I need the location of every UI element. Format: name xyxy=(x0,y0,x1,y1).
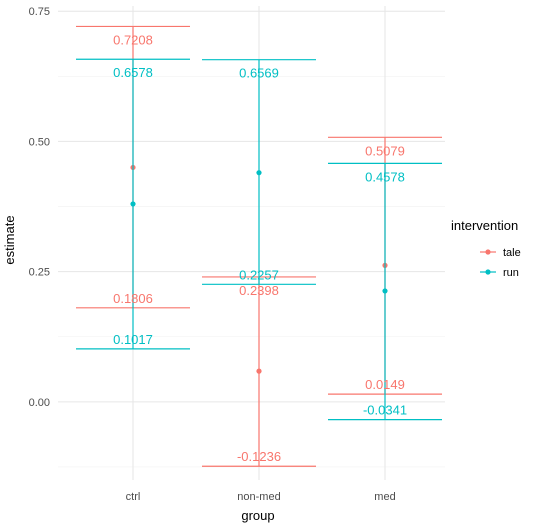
legend-key-point xyxy=(485,269,491,275)
legend-label: run xyxy=(503,267,519,279)
lower-value-label-run: -0.0341 xyxy=(363,403,407,418)
x-axis-title: group xyxy=(241,508,274,523)
lower-value-label-run: 0.2257 xyxy=(239,267,279,282)
lower-value-label-tale: 0.0149 xyxy=(365,377,405,392)
legend: intervention tale run xyxy=(451,218,521,279)
point-estimate-run xyxy=(256,170,262,176)
y-tick-label: 0.75 xyxy=(29,6,50,18)
point-estimate-tale xyxy=(256,368,262,374)
legend-label: tale xyxy=(503,247,521,259)
y-tick-label: 0.50 xyxy=(29,136,50,148)
upper-value-label-run: 0.6578 xyxy=(113,65,153,80)
legend-key-point xyxy=(485,249,491,255)
error-bars xyxy=(76,25,442,467)
y-axis: 0.00 0.25 0.50 0.75 xyxy=(29,6,50,409)
upper-value-label-tale: 0.7208 xyxy=(113,32,153,47)
data-labels: 0.7208 0.1806 0.2398 -0.1236 0.5079 0.0149 0.6… xyxy=(113,32,407,464)
x-tick-label: ctrl xyxy=(126,491,141,503)
lower-value-label-tale: -0.1236 xyxy=(237,449,281,464)
y-tick-label: 0.25 xyxy=(29,267,50,279)
upper-value-label-run: 0.4578 xyxy=(365,169,405,184)
x-axis: ctrl non-med med xyxy=(126,491,396,503)
x-tick-label: non-med xyxy=(237,491,280,503)
upper-value-label-tale: 0.5079 xyxy=(365,143,405,158)
point-estimate-run xyxy=(130,201,136,207)
upper-value-label-tale: 0.2398 xyxy=(239,283,279,298)
lower-value-label-tale: 0.1806 xyxy=(113,291,153,306)
y-tick-label: 0.00 xyxy=(29,397,50,409)
point-estimate-run xyxy=(382,288,388,294)
lower-value-label-run: 0.1017 xyxy=(113,332,153,347)
x-tick-label: med xyxy=(374,491,395,503)
y-axis-title: estimate xyxy=(2,215,17,264)
upper-value-label-run: 0.6569 xyxy=(239,66,279,81)
legend-title: intervention xyxy=(451,218,518,233)
